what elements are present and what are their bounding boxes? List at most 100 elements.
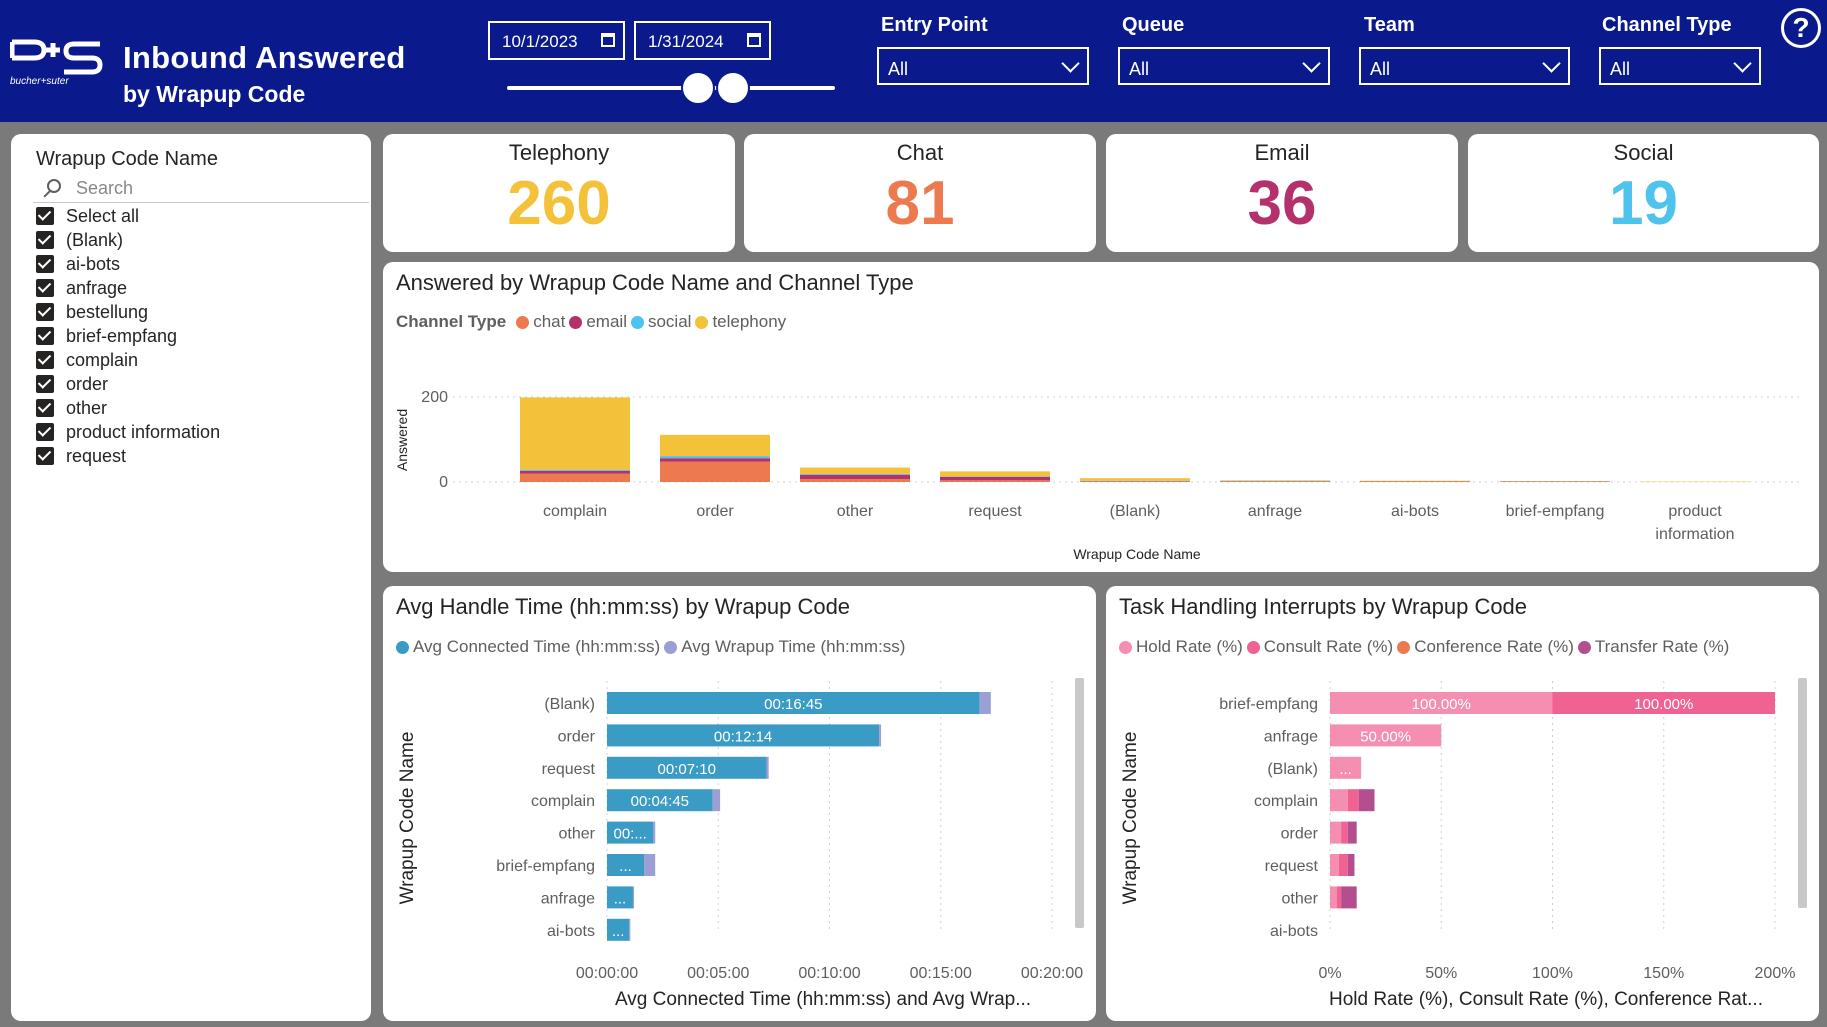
bar-segment (1330, 821, 1342, 844)
channel-type-value: All (1610, 59, 1631, 79)
bar-segment (607, 756, 767, 779)
kpi-card-telephony: Telephony 260 (383, 134, 735, 252)
legend-item-connected[interactable]: Avg Connected Time (hh:mm:ss) (396, 637, 660, 657)
data-label: ... (614, 890, 627, 907)
y-tick-label: 200 (421, 389, 448, 406)
bar-segment (607, 854, 645, 876)
bar-segment-chat (940, 480, 1050, 482)
slicer-item[interactable]: request (36, 444, 220, 468)
chart-title: Task Handling Interrupts by Wrapup Code (1119, 594, 1528, 619)
bar-segment (1336, 886, 1342, 909)
y-tick-label: ai-bots (1270, 923, 1318, 940)
entry-point-dropdown[interactable]: All (877, 47, 1089, 85)
bar-segment (1341, 821, 1348, 844)
slicer-item[interactable]: other (36, 396, 220, 420)
bar-segment-chat (800, 479, 910, 482)
legend-item-conference[interactable]: Conference Rate (%) (1397, 637, 1574, 657)
slicer-item[interactable]: complain (36, 348, 220, 372)
legend-item-consult[interactable]: Consult Rate (%) (1246, 637, 1393, 657)
legend-item-email[interactable]: email (569, 312, 627, 332)
x-tick-label: other (837, 503, 874, 520)
kpi-card-email: Email 36 (1106, 134, 1458, 252)
calendar-icon[interactable] (747, 33, 761, 47)
checkbox-checked-icon[interactable] (36, 279, 54, 297)
data-label: 00:12:14 (714, 728, 772, 745)
slicer-item-label: complain (66, 349, 139, 370)
bar-segment (607, 724, 880, 747)
start-date-input[interactable]: 10/1/2023 (488, 21, 625, 60)
answered-bar-chart: 0 200 Answered Wrapup Code Name complain orde… (394, 389, 1803, 562)
bar-segment (1358, 789, 1375, 812)
legend-item-hold[interactable]: Hold Rate (%) (1119, 637, 1243, 657)
checkbox-checked-icon[interactable] (36, 399, 54, 417)
slicer-search-input[interactable]: Search (33, 177, 369, 203)
legend-item-social[interactable]: social (630, 312, 691, 332)
bar-segment (607, 821, 654, 844)
slider-start-handle[interactable] (681, 71, 715, 105)
checkbox-checked-icon[interactable] (36, 231, 54, 249)
checkbox-checked-icon[interactable] (36, 423, 54, 441)
bar-segment (1347, 789, 1359, 812)
start-date-value: 10/1/2023 (502, 32, 578, 51)
bar-segment (1330, 692, 1553, 714)
checkbox-checked-icon[interactable] (36, 327, 54, 345)
queue-dropdown[interactable]: All (1118, 47, 1330, 85)
team-value: All (1370, 59, 1391, 79)
data-label: 00:... (613, 826, 646, 843)
bar-segment (607, 886, 633, 909)
chevron-down-icon (1733, 54, 1752, 73)
slicer-item-label: request (66, 445, 127, 466)
slicer-item-label: Select all (66, 205, 140, 226)
legend-item-wrapup[interactable]: Avg Wrapup Time (hh:mm:ss) (664, 637, 905, 657)
bar-segment-email (940, 476, 1050, 481)
checkbox-checked-icon[interactable] (36, 207, 54, 225)
calendar-icon[interactable] (601, 33, 615, 47)
date-range-slider[interactable] (507, 86, 835, 90)
bar-segment-social (660, 456, 770, 459)
y-tick-label: other (559, 826, 596, 843)
checkbox-checked-icon[interactable] (36, 375, 54, 393)
y-tick-label: complain (1254, 793, 1318, 810)
x-tick-label: complain (543, 503, 607, 520)
bar-segment (1330, 789, 1348, 812)
team-label: Team (1364, 14, 1415, 36)
team-dropdown[interactable]: All (1359, 47, 1570, 85)
interrupts-bar-chart: 0% 50% 100% 150% 200% Wrapup Code Name Hold Ra… (1120, 681, 1795, 1010)
checkbox-checked-icon[interactable] (36, 303, 54, 321)
slicer-item[interactable]: bestellung (36, 300, 220, 324)
legend-item-transfer[interactable]: Transfer Rate (%) (1577, 637, 1729, 657)
slicer-item[interactable]: brief-empfang (36, 324, 220, 348)
page-title: Inbound Answered (123, 40, 406, 75)
chart-legend: Avg Connected Time (hh:mm:ss) Avg Wrapup… (396, 637, 909, 657)
legend-item-chat[interactable]: chat (516, 312, 565, 332)
answered-by-wrapup-chart: Answered by Wrapup Code Name and Channel… (383, 262, 1819, 572)
data-label: ... (619, 858, 632, 875)
data-label: 00:04:45 (631, 793, 689, 810)
slicer-item[interactable]: anfrage (36, 276, 220, 300)
slider-end-handle[interactable] (716, 71, 750, 105)
y-tick-label: (Blank) (1267, 761, 1318, 778)
queue-value: All (1129, 59, 1150, 79)
chart-scrollbar[interactable] (1075, 678, 1084, 928)
y-tick-label: complain (531, 793, 595, 810)
end-date-input[interactable]: 1/31/2024 (634, 21, 771, 60)
checkbox-checked-icon[interactable] (36, 447, 54, 465)
help-icon[interactable]: ? (1781, 8, 1821, 48)
checkbox-checked-icon[interactable] (36, 255, 54, 273)
chart-scrollbar[interactable] (1798, 678, 1807, 908)
legend-item-telephony[interactable]: telephony (695, 312, 786, 332)
slicer-item[interactable]: product information (36, 420, 220, 444)
entry-point-label: Entry Point (881, 14, 988, 36)
data-label: ... (612, 923, 625, 940)
x-tick-label: 00:10:00 (798, 965, 860, 982)
checkbox-checked-icon[interactable] (36, 351, 54, 369)
slicer-item[interactable]: (Blank) (36, 228, 220, 252)
slicer-item[interactable]: ai-bots (36, 252, 220, 276)
legend-title: Channel Type (396, 312, 507, 331)
chevron-down-icon (1542, 54, 1561, 73)
y-axis-title: Answered (394, 409, 410, 471)
slicer-item[interactable]: Select all (36, 204, 220, 228)
bar-segment (607, 918, 630, 941)
slicer-item[interactable]: order (36, 372, 220, 396)
channel-type-dropdown[interactable]: All (1599, 47, 1761, 85)
